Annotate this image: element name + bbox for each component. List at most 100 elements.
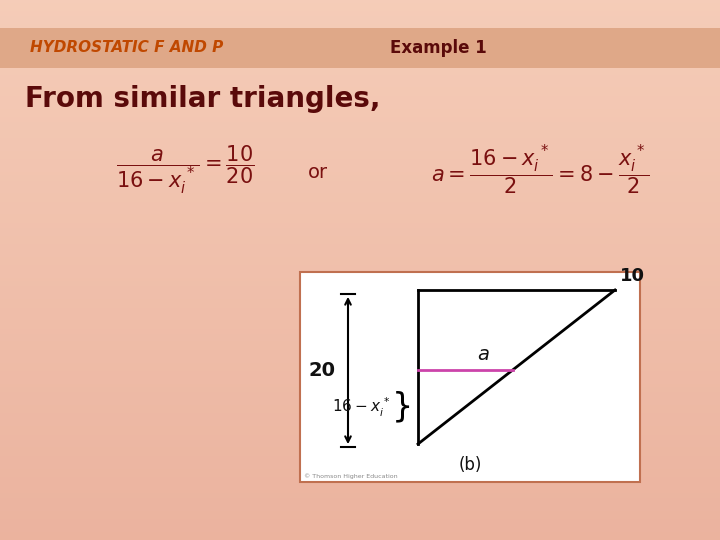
Bar xyxy=(0,74,720,75)
Bar xyxy=(0,110,720,111)
Bar xyxy=(0,493,720,494)
Bar xyxy=(0,433,720,434)
Bar xyxy=(0,528,720,529)
Bar xyxy=(0,242,720,243)
Bar xyxy=(0,440,720,441)
Bar xyxy=(0,254,720,255)
Bar xyxy=(0,531,720,532)
Bar xyxy=(0,482,720,483)
Bar xyxy=(0,67,720,68)
Bar xyxy=(0,231,720,232)
Bar xyxy=(0,86,720,87)
Bar xyxy=(0,157,720,158)
Bar xyxy=(0,454,720,455)
Bar xyxy=(0,532,720,533)
Bar xyxy=(0,359,720,360)
Bar xyxy=(0,348,720,349)
Bar xyxy=(0,301,720,302)
Bar xyxy=(0,49,720,50)
Bar xyxy=(0,196,720,197)
Bar xyxy=(0,38,720,39)
Bar xyxy=(0,116,720,117)
Bar xyxy=(0,516,720,517)
Bar xyxy=(0,269,720,270)
Bar xyxy=(0,314,720,315)
Bar xyxy=(0,236,720,237)
Bar xyxy=(0,103,720,104)
Bar xyxy=(0,21,720,22)
Text: HYDROSTATIC F AND P: HYDROSTATIC F AND P xyxy=(30,40,223,56)
Bar xyxy=(0,405,720,406)
Bar xyxy=(0,323,720,324)
Bar xyxy=(0,447,720,448)
Bar xyxy=(0,24,720,25)
Bar xyxy=(0,178,720,179)
Bar xyxy=(0,190,720,191)
Bar xyxy=(0,518,720,519)
Bar xyxy=(0,128,720,129)
Bar xyxy=(0,87,720,88)
Bar xyxy=(0,229,720,230)
Bar xyxy=(0,174,720,175)
Bar xyxy=(0,379,720,380)
Bar xyxy=(0,217,720,218)
Bar xyxy=(0,402,720,403)
Bar xyxy=(0,286,720,287)
Bar xyxy=(0,519,720,520)
Bar xyxy=(0,299,720,300)
Bar xyxy=(0,137,720,138)
Bar xyxy=(0,166,720,167)
Bar xyxy=(0,101,720,102)
Bar xyxy=(0,28,720,29)
Bar xyxy=(0,136,720,137)
Bar xyxy=(0,307,720,308)
Bar xyxy=(0,282,720,283)
Bar xyxy=(0,76,720,77)
Bar xyxy=(0,181,720,182)
Bar xyxy=(0,14,720,15)
Bar xyxy=(0,498,720,499)
Bar xyxy=(0,64,720,65)
Bar xyxy=(0,100,720,101)
Bar xyxy=(0,403,720,404)
Bar xyxy=(0,292,720,293)
Bar xyxy=(0,523,720,524)
Bar xyxy=(0,0,720,1)
Bar xyxy=(0,479,720,480)
Bar xyxy=(0,108,720,109)
Bar xyxy=(0,126,720,127)
Bar xyxy=(0,520,720,521)
Bar xyxy=(0,203,720,204)
Bar xyxy=(0,198,720,199)
Bar xyxy=(0,319,720,320)
Bar xyxy=(0,366,720,367)
Bar xyxy=(0,496,720,497)
Bar xyxy=(0,313,720,314)
Bar xyxy=(0,9,720,10)
Bar xyxy=(0,183,720,184)
Bar xyxy=(0,442,720,443)
Bar xyxy=(0,51,720,52)
Bar xyxy=(0,343,720,344)
Bar xyxy=(0,349,720,350)
Bar xyxy=(0,272,720,273)
Bar xyxy=(0,54,720,55)
Bar xyxy=(0,352,720,353)
Bar xyxy=(0,316,720,317)
Bar xyxy=(0,368,720,369)
Bar xyxy=(0,326,720,327)
Bar xyxy=(0,33,720,34)
Bar xyxy=(0,424,720,425)
Bar xyxy=(0,208,720,209)
Bar xyxy=(0,383,720,384)
Bar xyxy=(0,416,720,417)
Bar xyxy=(0,85,720,86)
Bar xyxy=(0,415,720,416)
Text: }: } xyxy=(392,390,413,423)
Bar xyxy=(0,537,720,538)
Bar xyxy=(0,444,720,445)
Bar xyxy=(0,263,720,264)
Bar xyxy=(0,94,720,95)
Bar xyxy=(0,47,720,48)
Bar xyxy=(0,95,720,96)
